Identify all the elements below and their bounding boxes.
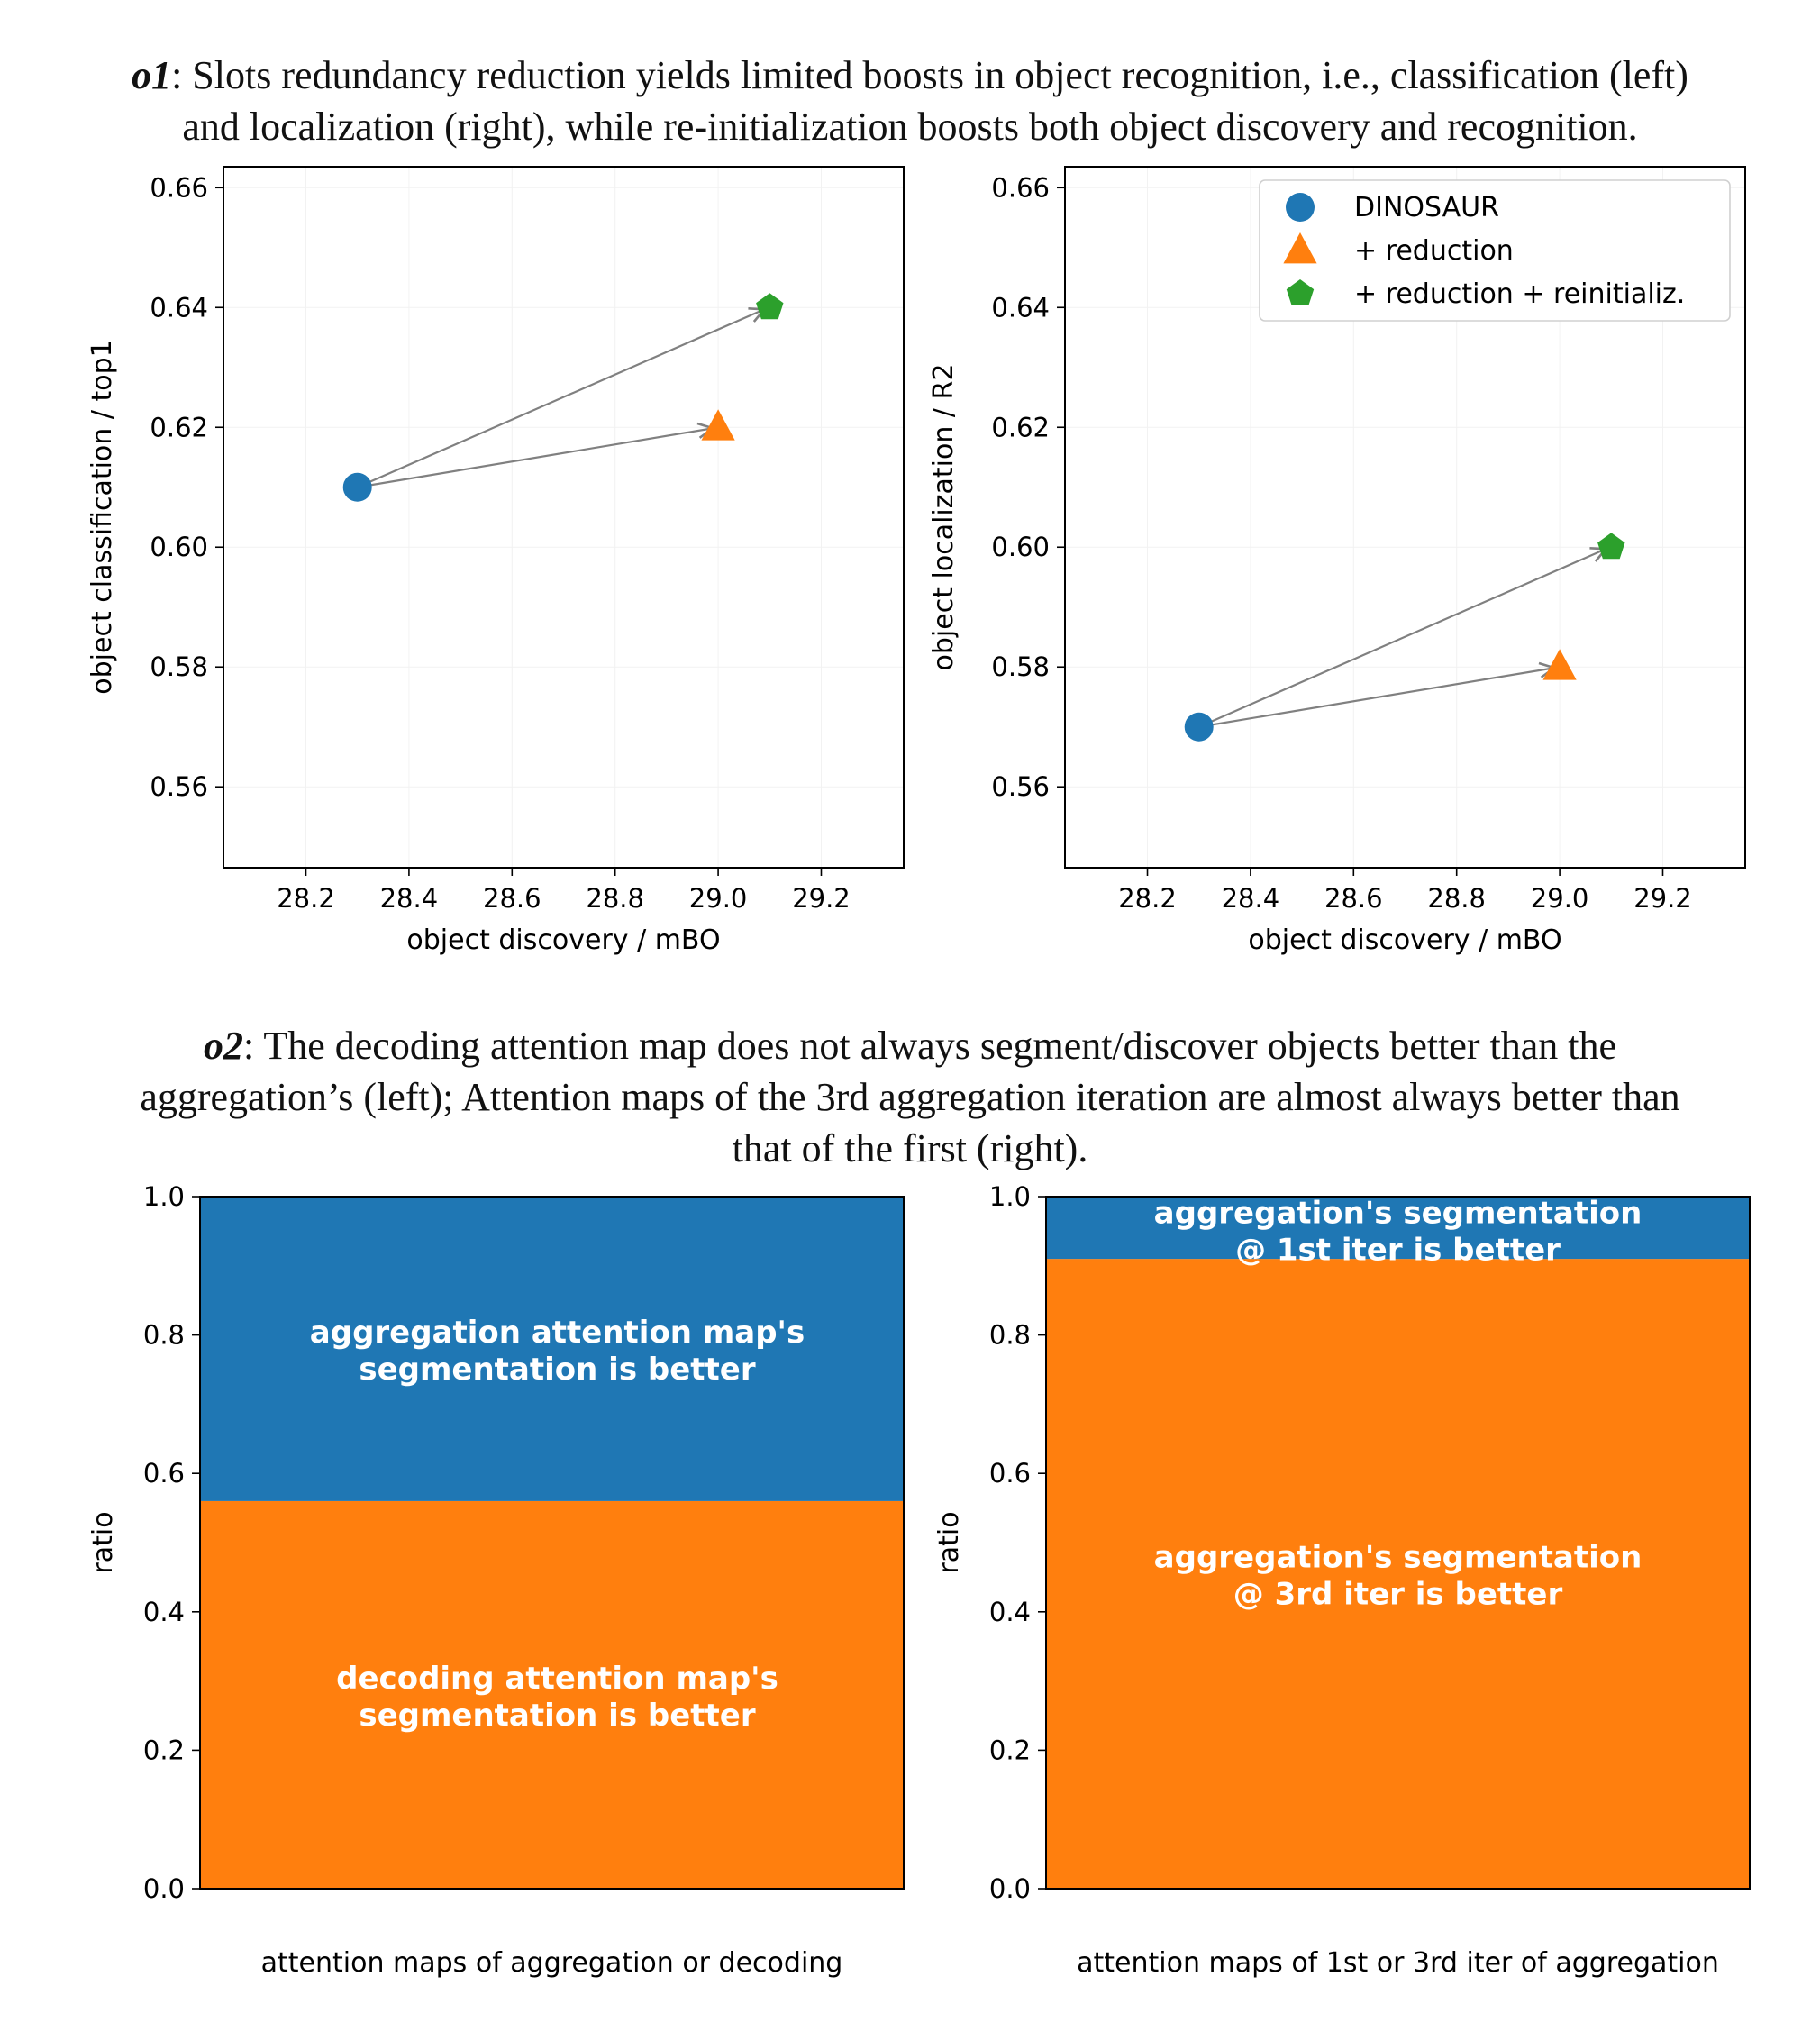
x-tick-label: 28.6 — [483, 883, 541, 914]
arrow — [357, 309, 765, 488]
point-triangle — [1542, 649, 1577, 680]
x-axis-label: attention maps of 1st or 3rd iter of agg… — [1077, 1947, 1719, 1979]
caption-o2-label: o2 — [203, 1024, 243, 1068]
x-tick-label: 28.2 — [1118, 883, 1177, 914]
y-axis-label: object localization / R2 — [928, 364, 960, 671]
legend-box — [1259, 179, 1731, 322]
x-tick-label: 28.8 — [1427, 883, 1486, 914]
bar-segment-label: segmentation is better — [359, 1352, 756, 1388]
x-tick-label: 29.0 — [1531, 883, 1589, 914]
y-tick-label: 1.0 — [989, 1181, 1031, 1212]
x-tick-label: 29.0 — [689, 883, 748, 914]
y-tick-label: 0.56 — [991, 771, 1050, 802]
y-tick-label: 0.56 — [150, 771, 208, 802]
point-pentagon — [1597, 533, 1625, 560]
y-tick-label: 0.60 — [991, 532, 1050, 562]
x-axis-label: object discovery / mBO — [406, 924, 720, 956]
arrow — [357, 428, 713, 488]
legend-label: + reduction — [1354, 235, 1514, 267]
y-tick-label: 0.6 — [989, 1458, 1031, 1489]
point-circle — [342, 472, 372, 502]
caption-o2: o2: The decoding attention map does not … — [0, 1020, 1820, 1174]
arrow — [1198, 549, 1606, 728]
x-tick-label: 29.2 — [792, 883, 851, 914]
bar-segment-label: @ 1st iter is better — [1235, 1233, 1561, 1269]
legend-label: DINOSAUR — [1354, 192, 1499, 223]
arrow — [1198, 668, 1554, 728]
legend-marker-triangle — [1283, 232, 1317, 264]
caption-o2-line2: aggregation’s (left); Attention maps of … — [140, 1075, 1680, 1119]
bar-segment-orange — [1046, 1259, 1750, 1889]
bar-segment-label: @ 3rd iter is better — [1233, 1577, 1563, 1613]
y-tick-label: 0.2 — [143, 1735, 185, 1765]
y-tick-label: 0.66 — [150, 172, 208, 203]
legend-marker-pentagon — [1286, 279, 1315, 305]
y-tick-label: 0.8 — [143, 1320, 185, 1351]
y-tick-label: 0.8 — [989, 1320, 1031, 1351]
y-tick-label: 0.58 — [150, 651, 208, 682]
caption-o1-line2: and localization (right), while re-initi… — [182, 105, 1638, 149]
point-circle — [1184, 712, 1214, 742]
plot-frame — [199, 1196, 905, 1890]
y-tick-label: 0.0 — [143, 1873, 185, 1904]
chart-top-left: 28.2 28.4 28.6 28.8 29.0 29.2 0.56 0.58 0.60 0.62… — [86, 166, 905, 956]
chart-top-right: 28.2 28.4 28.6 28.8 29.0 29.2 0.56 0.58 0.60 0.62… — [928, 166, 1746, 956]
y-axis-label: ratio — [87, 1511, 119, 1573]
x-tick-label: 28.6 — [1324, 883, 1383, 914]
caption-o2-line1: o2: The decoding attention map does not … — [203, 1024, 1617, 1068]
caption-o1: o1: Slots redundancy reduction yields li… — [0, 50, 1820, 152]
caption-o1-line1: o1: Slots redundancy reduction yields li… — [132, 53, 1688, 97]
y-tick-label: 0.62 — [991, 412, 1050, 442]
bar-segment-label: aggregation's segmentation — [1154, 1540, 1643, 1576]
y-tick-label: 0.0 — [989, 1873, 1031, 1904]
y-tick-label: 0.2 — [989, 1735, 1031, 1765]
bar-segment-blue — [1046, 1197, 1750, 1260]
chart-bottom-right: aggregation's segmentation@ 3rd iter is … — [933, 1181, 1751, 1979]
point-pentagon — [756, 293, 784, 320]
y-tick-label: 1.0 — [143, 1181, 185, 1212]
legend-label: + reduction + reinitializ. — [1354, 278, 1685, 310]
caption-o2-line3: that of the first (right). — [732, 1126, 1088, 1170]
bar-segment-orange — [200, 1500, 904, 1889]
x-axis-label: attention maps of aggregation or decodin… — [261, 1947, 843, 1979]
y-tick-label: 0.4 — [143, 1597, 185, 1627]
y-tick-label: 0.62 — [150, 412, 208, 442]
plot-frame — [1045, 1196, 1751, 1890]
plot-frame — [1064, 166, 1746, 869]
y-axis-label: ratio — [933, 1511, 965, 1573]
plot-frame — [223, 166, 905, 869]
y-tick-label: 0.58 — [991, 651, 1050, 682]
caption-o1-label: o1 — [132, 53, 172, 97]
legend-marker-circle — [1286, 193, 1315, 222]
y-tick-label: 0.6 — [143, 1458, 185, 1489]
y-tick-label: 0.64 — [991, 292, 1050, 323]
y-tick-label: 0.4 — [989, 1597, 1031, 1627]
x-tick-label: 28.2 — [277, 883, 335, 914]
bar-segment-label: aggregation attention map's — [310, 1315, 805, 1351]
x-tick-label: 28.4 — [1222, 883, 1280, 914]
y-tick-label: 0.64 — [150, 292, 208, 323]
bar-segment-label: decoding attention map's — [336, 1661, 778, 1697]
x-axis-label: object discovery / mBO — [1248, 924, 1561, 956]
bar-segment-label: aggregation's segmentation — [1154, 1196, 1643, 1232]
x-tick-label: 28.8 — [586, 883, 644, 914]
y-axis-label: object classification / top1 — [86, 340, 118, 694]
y-tick-label: 0.66 — [991, 172, 1050, 203]
x-tick-label: 29.2 — [1633, 883, 1692, 914]
y-tick-label: 0.60 — [150, 532, 208, 562]
point-triangle — [701, 409, 735, 441]
x-tick-label: 28.4 — [380, 883, 439, 914]
bar-segment-blue — [200, 1197, 904, 1501]
bar-segment-label: segmentation is better — [359, 1698, 756, 1734]
